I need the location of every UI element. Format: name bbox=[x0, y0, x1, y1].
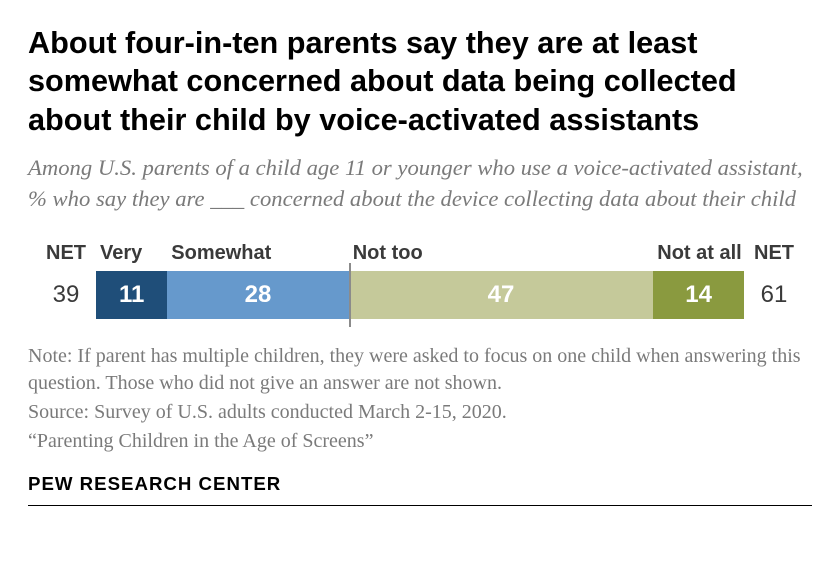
segment-header: Not too bbox=[349, 242, 654, 265]
bar-segment-not-at-all: 14 bbox=[653, 271, 744, 319]
segment-header: Very bbox=[96, 242, 167, 265]
bar-segment-somewhat: 28 bbox=[167, 271, 348, 319]
report-line: “Parenting Children in the Age of Screen… bbox=[28, 428, 812, 455]
net-value-right: 61 bbox=[744, 281, 804, 309]
bar-segment-very: 11 bbox=[96, 271, 167, 319]
stacked-bar-chart: NET Very Somewhat Not too Not at all NET… bbox=[36, 242, 804, 319]
stacked-bar: 11 28 47 14 bbox=[96, 271, 744, 319]
segment-headers: Very Somewhat Not too Not at all bbox=[96, 242, 744, 265]
source-line: Source: Survey of U.S. adults conducted … bbox=[28, 399, 812, 426]
footnote: Note: If parent has multiple children, t… bbox=[28, 343, 812, 397]
net-value-left: 39 bbox=[36, 281, 96, 309]
data-row: 39 11 28 47 14 61 bbox=[36, 271, 804, 319]
segment-header: Somewhat bbox=[167, 242, 348, 265]
net-header-left: NET bbox=[36, 242, 96, 265]
net-header-right: NET bbox=[744, 242, 804, 265]
header-row: NET Very Somewhat Not too Not at all NET bbox=[36, 242, 804, 265]
net-divider bbox=[349, 263, 351, 327]
segment-header: Not at all bbox=[653, 242, 744, 265]
bottom-rule bbox=[28, 505, 812, 506]
bar-segment-not-too: 47 bbox=[349, 271, 654, 319]
chart-subtitle: Among U.S. parents of a child age 11 or … bbox=[28, 153, 812, 214]
chart-title: About four-in-ten parents say they are a… bbox=[28, 24, 812, 139]
brand-attribution: PEW RESEARCH CENTER bbox=[28, 473, 812, 495]
